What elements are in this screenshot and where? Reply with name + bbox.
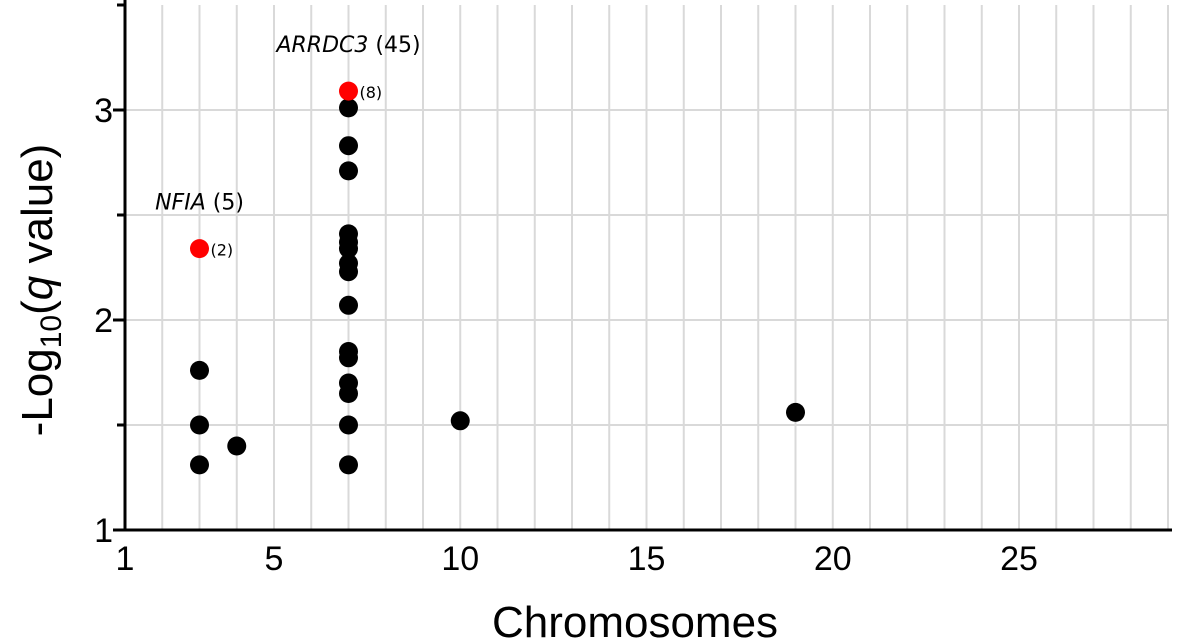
- data-point: [339, 373, 358, 393]
- y-tick-label: 3: [94, 92, 113, 130]
- y-axis-title-open: (: [13, 300, 62, 315]
- x-axis-title: Chromosomes: [492, 598, 778, 642]
- grid: [125, 5, 1169, 530]
- data-point: [786, 402, 805, 422]
- y-tick-labels: 1 2 3: [94, 92, 113, 550]
- y-axis-title-rest: value): [13, 144, 62, 276]
- data-point: [450, 411, 470, 431]
- annotations: NFIA (5) (2) ARRDC3 (45) (8): [155, 33, 420, 260]
- data-point: [227, 436, 247, 456]
- data-point: [339, 98, 358, 118]
- gene-annotation: NFIA (5): [155, 191, 244, 216]
- data-point: [339, 224, 358, 244]
- gene-annotation: ARRDC3 (45): [274, 33, 420, 58]
- data-points: [190, 81, 805, 475]
- data-point: [339, 161, 358, 181]
- data-point: [339, 415, 358, 435]
- x-tick-label: 25: [1000, 540, 1038, 578]
- data-point: [339, 253, 358, 273]
- data-point: [339, 136, 358, 156]
- point-count-label: (2): [211, 241, 234, 260]
- x-tick-label: 5: [265, 540, 284, 578]
- data-point: [339, 455, 358, 475]
- x-tick-label: 1: [116, 540, 135, 578]
- gene-count: (5): [206, 191, 244, 216]
- point-count-label: (8): [360, 83, 383, 102]
- y-tick-label: 1: [94, 512, 113, 550]
- highlighted-point: [339, 81, 358, 101]
- y-axis-title-subscript: 10: [35, 315, 68, 348]
- x-tick-label: 15: [628, 540, 666, 578]
- gene-name: NFIA: [155, 191, 206, 216]
- gene-count: (45): [368, 33, 420, 58]
- x-tick-labels: 1 5 10 15 20 25: [116, 540, 1038, 578]
- data-point: [339, 295, 358, 315]
- y-axis-title: -Log10(q value): [13, 144, 68, 437]
- gene-name: ARRDC3: [274, 33, 368, 58]
- axes: [113, 0, 1172, 532]
- data-point: [190, 415, 209, 435]
- y-axis-title-italic: q: [13, 275, 62, 300]
- y-tick-label: 2: [94, 302, 113, 340]
- data-point: [190, 455, 209, 475]
- data-point: [339, 342, 358, 361]
- y-axis-title-prefix: -Log: [13, 348, 62, 436]
- data-point: [190, 360, 209, 380]
- x-tick-label: 10: [441, 540, 479, 578]
- x-tick-label: 20: [814, 540, 852, 578]
- highlighted-point: [190, 239, 209, 259]
